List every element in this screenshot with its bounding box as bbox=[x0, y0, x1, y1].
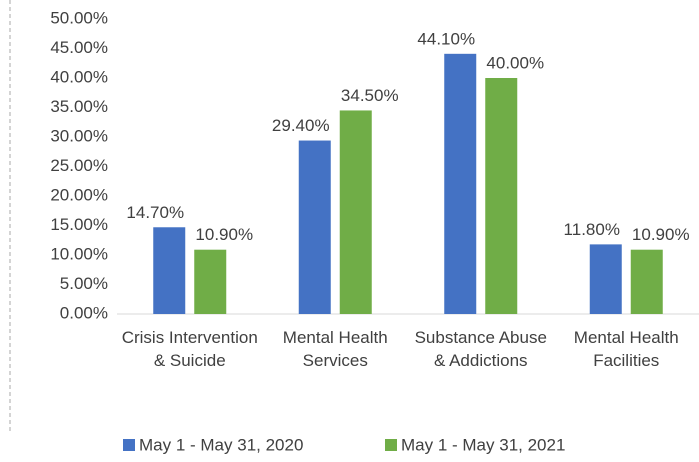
y-tick-label: 40.00% bbox=[50, 67, 108, 86]
data-label: 44.10% bbox=[417, 29, 475, 48]
bar bbox=[630, 249, 663, 314]
y-tick-label: 45.00% bbox=[50, 38, 108, 57]
y-tick-label: 15.00% bbox=[50, 215, 108, 234]
bar bbox=[194, 249, 227, 314]
x-tick-label: Crisis Intervention & Suicide bbox=[121, 328, 258, 370]
y-tick-label: 0.00% bbox=[60, 303, 108, 322]
data-label: 29.40% bbox=[272, 116, 330, 135]
data-label: 34.50% bbox=[341, 86, 399, 105]
y-tick-label: 35.00% bbox=[50, 97, 108, 116]
data-label: 10.90% bbox=[195, 225, 253, 244]
data-label: 14.70% bbox=[126, 203, 184, 222]
legend-label: May 1 - May 31, 2020 bbox=[139, 435, 303, 454]
bar bbox=[339, 110, 372, 314]
y-tick-label: 25.00% bbox=[50, 156, 108, 175]
y-tick-label: 5.00% bbox=[60, 274, 108, 293]
y-tick-label: 30.00% bbox=[50, 126, 108, 145]
bar bbox=[589, 244, 622, 314]
y-tick-label: 20.00% bbox=[50, 185, 108, 204]
data-label: 40.00% bbox=[486, 53, 544, 72]
x-tick-label: Mental Health Services bbox=[282, 328, 388, 370]
x-tick-label: Mental Health Facilities bbox=[573, 328, 679, 370]
bar bbox=[444, 53, 477, 315]
bar bbox=[485, 78, 518, 314]
legend-label: May 1 - May 31, 2021 bbox=[401, 435, 565, 454]
bar bbox=[298, 140, 331, 314]
bar bbox=[153, 227, 186, 314]
y-tick-label: 10.00% bbox=[50, 244, 108, 263]
data-label: 10.90% bbox=[632, 225, 690, 244]
data-label: 11.80% bbox=[564, 220, 620, 239]
x-tick-label: Substance Abuse & Addictions bbox=[414, 328, 547, 370]
legend-swatch bbox=[123, 439, 135, 451]
y-tick-label: 50.00% bbox=[50, 8, 108, 27]
legend-swatch bbox=[385, 439, 397, 451]
